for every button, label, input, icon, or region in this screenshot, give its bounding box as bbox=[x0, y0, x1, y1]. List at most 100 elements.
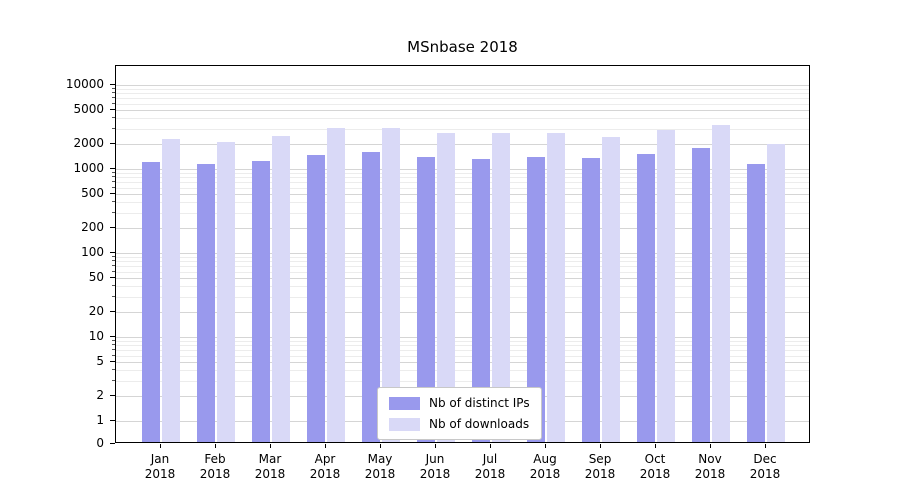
gridline-major bbox=[116, 337, 809, 338]
y-minor-tick-mark bbox=[112, 270, 115, 272]
gridline-minor bbox=[116, 340, 809, 342]
bar-downloads-apr bbox=[327, 127, 345, 442]
bar-ips-apr bbox=[307, 155, 325, 442]
x-tick-mark bbox=[380, 444, 381, 448]
bar-ips-dec bbox=[747, 163, 765, 442]
bar-downloads-dec bbox=[767, 143, 785, 442]
y-tick-label: 5 bbox=[96, 354, 104, 369]
y-tick-mark bbox=[110, 277, 115, 279]
legend-label-downloads: Nb of downloads bbox=[429, 417, 530, 431]
y-minor-tick-mark bbox=[112, 127, 115, 129]
bar-downloads-nov bbox=[712, 125, 730, 442]
y-tick-mark bbox=[110, 361, 115, 363]
y-tick-mark bbox=[110, 168, 115, 169]
x-tick-mark bbox=[765, 444, 766, 448]
gridline-major bbox=[116, 253, 809, 254]
gridline-major bbox=[116, 85, 809, 86]
gridline-minor bbox=[116, 261, 809, 263]
x-label-month: Dec bbox=[753, 452, 777, 466]
bar-ips-feb bbox=[197, 163, 215, 442]
x-tick-mark bbox=[215, 444, 216, 448]
x-label-month: Mar bbox=[258, 452, 282, 466]
bar-downloads-jul bbox=[492, 132, 510, 442]
y-tick-label: 1 bbox=[96, 413, 104, 427]
x-label-month: Jul bbox=[482, 452, 498, 466]
y-tick-label: 5000 bbox=[73, 102, 104, 117]
y-minor-tick-mark bbox=[112, 295, 115, 297]
gridline-minor bbox=[116, 177, 809, 179]
bar-ips-jun bbox=[417, 156, 435, 442]
bar-downloads-mar bbox=[272, 136, 290, 442]
bar-downloads-aug bbox=[547, 133, 565, 442]
y-minor-tick-mark bbox=[112, 265, 115, 266]
x-label-month: Oct bbox=[644, 452, 666, 466]
legend-swatch-downloads bbox=[389, 417, 420, 431]
gridline-minor bbox=[116, 93, 809, 95]
y-tick-label: 100 bbox=[81, 245, 104, 259]
bar-ips-mar bbox=[252, 160, 270, 442]
legend: Nb of distinct IPs Nb of downloads bbox=[377, 387, 542, 440]
y-minor-tick-mark bbox=[112, 181, 115, 182]
y-tick-label: 50 bbox=[88, 270, 104, 285]
y-minor-tick-mark bbox=[112, 176, 115, 178]
y-tick-label: 500 bbox=[81, 186, 104, 201]
gridline-major bbox=[116, 194, 809, 196]
x-label-month: Sep bbox=[588, 452, 612, 466]
y-minor-tick-mark bbox=[112, 349, 115, 350]
gridline-major bbox=[116, 362, 809, 364]
y-tick-label: 2 bbox=[96, 387, 104, 402]
x-tick-mark bbox=[710, 444, 711, 448]
x-label-year: 2018 bbox=[749, 467, 781, 481]
bar-ips-jul bbox=[472, 159, 490, 442]
gridline-minor bbox=[116, 271, 809, 273]
x-label-year: 2018 bbox=[419, 467, 451, 481]
y-tick-label: 20 bbox=[88, 303, 104, 318]
y-tick-mark bbox=[110, 142, 115, 144]
chart-title: MSnbase 2018 bbox=[407, 38, 518, 56]
x-label-year: 2018 bbox=[639, 467, 671, 481]
x-tick-mark bbox=[160, 444, 161, 448]
gridline-minor bbox=[116, 296, 809, 298]
gridline-minor bbox=[116, 128, 809, 130]
x-tick-label-feb: Feb 2018 bbox=[183, 452, 247, 482]
x-tick-label-may: May 2018 bbox=[348, 452, 412, 482]
x-label-year: 2018 bbox=[199, 467, 231, 481]
x-label-month: Nov bbox=[698, 452, 722, 466]
bar-ips-aug bbox=[527, 156, 545, 442]
legend-label-ips: Nb of distinct IPs bbox=[429, 396, 530, 410]
y-minor-tick-mark bbox=[112, 339, 115, 341]
x-tick-label-dec: Dec 2018 bbox=[733, 452, 797, 482]
bar-ips-nov bbox=[692, 147, 710, 442]
bar-downloads-sep bbox=[602, 137, 620, 442]
bar-downloads-feb bbox=[217, 141, 235, 442]
x-label-year: 2018 bbox=[694, 467, 726, 481]
y-tick-mark bbox=[110, 420, 115, 421]
y-minor-tick-mark bbox=[112, 186, 115, 188]
y-minor-tick-mark bbox=[112, 285, 115, 287]
y-minor-tick-mark bbox=[112, 379, 115, 381]
x-label-month: Feb bbox=[204, 452, 226, 466]
y-minor-tick-mark bbox=[112, 102, 115, 104]
x-label-month: Jan bbox=[150, 452, 170, 466]
x-tick-label-oct: Oct 2018 bbox=[623, 452, 687, 482]
gridline-minor bbox=[116, 256, 809, 258]
gridline-minor bbox=[116, 212, 809, 214]
y-tick-mark bbox=[110, 310, 115, 312]
gridline-minor bbox=[116, 202, 809, 204]
legend-swatch-ips bbox=[389, 396, 420, 410]
gridline-minor bbox=[116, 286, 809, 288]
gridline-major bbox=[116, 143, 809, 145]
bar-downloads-may bbox=[382, 127, 400, 442]
gridline-minor bbox=[116, 88, 809, 90]
gridline-minor bbox=[116, 98, 809, 99]
gridline-major bbox=[116, 110, 809, 112]
x-tick-label-sep: Sep 2018 bbox=[568, 452, 632, 482]
gridline-minor bbox=[116, 266, 809, 267]
y-tick-mark bbox=[110, 84, 115, 85]
gridline-major bbox=[116, 278, 809, 280]
y-tick-label: 10 bbox=[88, 329, 104, 343]
x-tick-label-apr: Apr 2018 bbox=[293, 452, 357, 482]
y-minor-tick-mark bbox=[112, 92, 115, 94]
x-tick-mark bbox=[325, 444, 326, 448]
